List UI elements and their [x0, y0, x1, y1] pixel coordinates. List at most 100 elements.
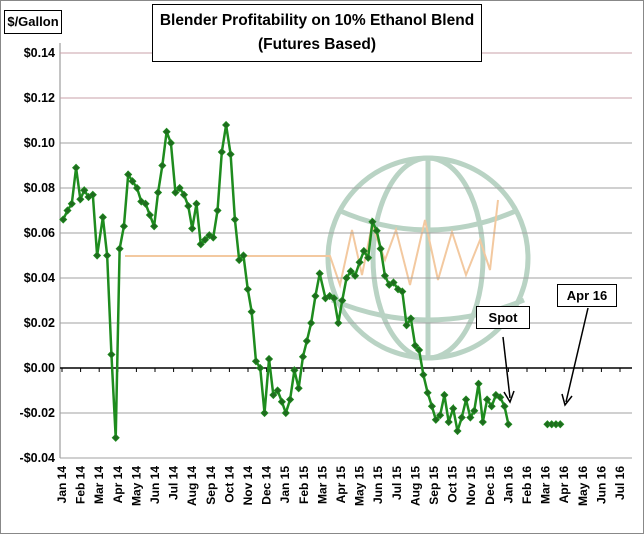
x-tick-label: Apr 14 [111, 466, 125, 504]
data-point [63, 206, 72, 215]
data-point [93, 251, 102, 260]
data-point [243, 285, 252, 294]
data-point [466, 413, 475, 422]
data-point [192, 199, 201, 208]
x-tick-label: Feb 16 [520, 466, 534, 504]
data-point [478, 417, 487, 427]
data-point [128, 177, 137, 186]
x-tick-label: Jul 15 [390, 466, 404, 500]
data-point [88, 190, 97, 199]
x-tick-label: Jun 15 [371, 466, 385, 504]
chart-title: Blender Profitability on 10% Ethanol Ble… [159, 12, 475, 29]
x-tick-label: Jan 14 [55, 466, 69, 504]
x-tick-label: Dec 15 [483, 466, 497, 505]
y-tick-label: -$0.04 [20, 451, 55, 465]
y-axis-label: $/Gallon [4, 10, 62, 34]
x-tick-label: Apr 16 [557, 466, 571, 504]
data-point [256, 363, 265, 373]
data-point [67, 199, 76, 208]
data-point [235, 255, 244, 265]
data-point [351, 271, 360, 280]
data-point [59, 215, 68, 224]
data-point [483, 395, 492, 404]
x-tick-label: Nov 15 [464, 466, 478, 506]
data-point [496, 393, 505, 402]
data-point [487, 402, 496, 411]
data-point [162, 127, 171, 136]
data-point [222, 120, 231, 130]
data-point [427, 402, 436, 411]
y-tick-label: $0.04 [24, 271, 55, 285]
data-point [213, 206, 222, 215]
data-point [286, 395, 295, 404]
data-point [150, 222, 159, 231]
data-point [449, 404, 458, 413]
data-point [209, 233, 218, 242]
data-point [461, 395, 471, 404]
spot-arrowhead [503, 390, 515, 404]
data-point [440, 390, 449, 400]
y-tick-label: $0.06 [24, 226, 55, 240]
data-point [179, 190, 189, 199]
x-tick-label: May 15 [353, 466, 367, 506]
x-tick-label: Apr 15 [334, 466, 348, 504]
data-point [107, 350, 116, 359]
x-tick-label: Mar 15 [315, 466, 329, 504]
data-point [431, 415, 440, 424]
y-tick-label: $0.02 [24, 316, 55, 330]
data-point [175, 183, 184, 193]
y-tick-label: $0.00 [24, 361, 55, 375]
chart-title-box: Blender Profitability on 10% Ethanol Ble… [152, 4, 482, 62]
data-point [415, 345, 424, 355]
data-point [372, 226, 381, 235]
data-point [406, 314, 415, 323]
x-tick-label: Oct 15 [446, 466, 460, 503]
apr-16-arrow [565, 307, 589, 403]
x-tick-label: Dec 14 [260, 466, 274, 505]
x-tick-label: Nov 14 [241, 466, 255, 506]
data-point [260, 408, 269, 418]
x-tick-label: Mar 16 [539, 466, 553, 504]
data-point [230, 215, 239, 224]
data-point [273, 386, 282, 395]
data-point [311, 291, 320, 301]
data-point [444, 417, 453, 427]
data-point [119, 222, 128, 231]
data-point [269, 390, 278, 400]
data-point [453, 426, 462, 436]
data-point [315, 269, 324, 278]
x-tick-label: Sep 14 [204, 466, 218, 505]
y-tick-label: $0.10 [24, 136, 55, 150]
x-tick-label: Jun 14 [148, 466, 162, 504]
data-point [196, 240, 205, 249]
spot-arrow [502, 336, 511, 399]
data-point [298, 352, 308, 361]
data-point [264, 354, 274, 364]
x-tick-label: May 14 [129, 466, 143, 506]
data-point [184, 201, 193, 211]
y-tick-label: $0.12 [24, 91, 55, 105]
data-point [342, 273, 351, 283]
data-point [380, 271, 389, 280]
data-point [423, 388, 432, 397]
data-point [239, 251, 248, 260]
data-point [364, 253, 373, 262]
annotation-apr-16: Apr 16 [557, 284, 617, 307]
data-point [294, 384, 303, 393]
x-tick-label: Sep 15 [427, 466, 441, 505]
x-tick-label: Jan 15 [278, 466, 292, 504]
data-point [334, 318, 343, 328]
data-point [436, 411, 445, 420]
x-tick-label: Jan 16 [501, 466, 515, 504]
data-point [200, 235, 210, 244]
x-tick-label: Jul 14 [167, 466, 181, 500]
globe-watermark [125, 155, 531, 361]
data-point [474, 379, 483, 388]
data-point [247, 307, 256, 316]
data-point [355, 258, 364, 267]
data-point [411, 341, 420, 350]
x-tick-label: Mar 14 [92, 466, 106, 504]
data-point [398, 287, 407, 296]
data-point [166, 138, 175, 148]
